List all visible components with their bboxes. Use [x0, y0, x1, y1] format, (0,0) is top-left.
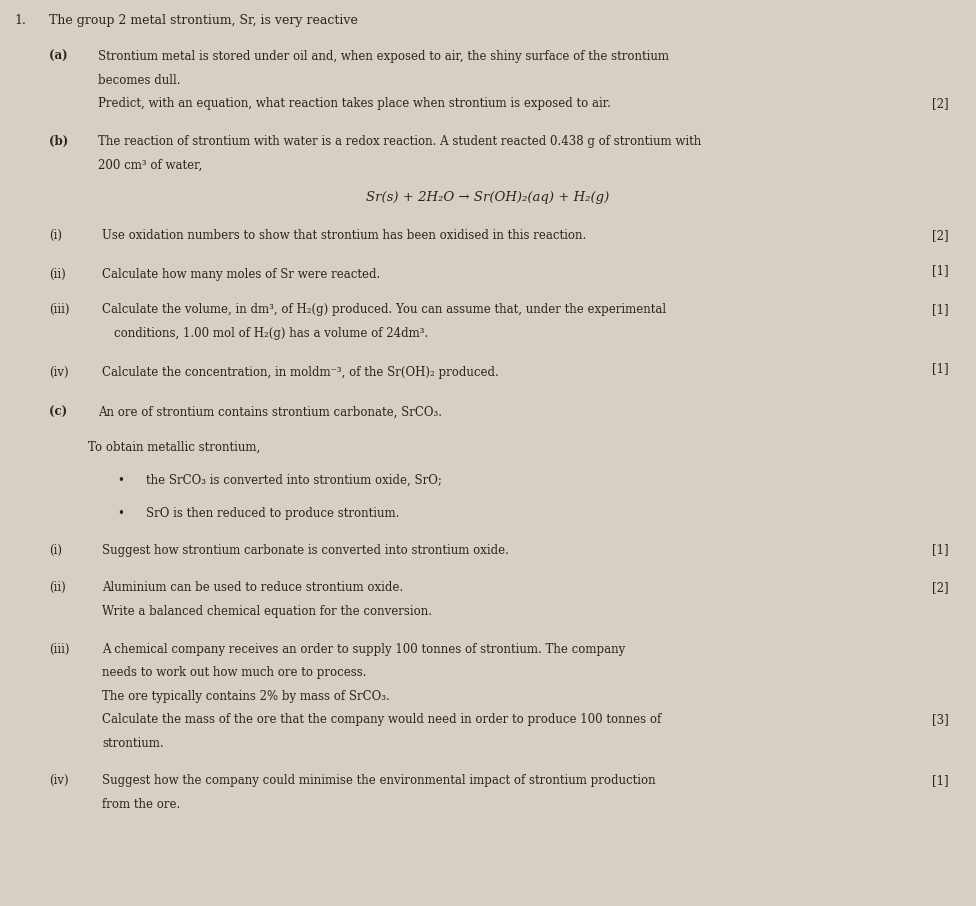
- Text: A chemical company receives an order to supply 100 tonnes of strontium. The comp: A chemical company receives an order to …: [102, 642, 626, 656]
- Text: strontium.: strontium.: [102, 737, 164, 750]
- Text: Write a balanced chemical equation for the conversion.: Write a balanced chemical equation for t…: [102, 605, 432, 618]
- Text: •: •: [117, 474, 124, 487]
- Text: [2]: [2]: [932, 229, 949, 242]
- Text: [1]: [1]: [932, 544, 949, 556]
- Text: Aluminium can be used to reduce strontium oxide.: Aluminium can be used to reduce strontiu…: [102, 582, 404, 594]
- Text: [2]: [2]: [932, 97, 949, 111]
- Text: [1]: [1]: [932, 265, 949, 277]
- Text: •: •: [117, 507, 124, 520]
- Text: 1.: 1.: [15, 14, 26, 26]
- Text: SrO is then reduced to produce strontium.: SrO is then reduced to produce strontium…: [146, 507, 400, 520]
- Text: [1]: [1]: [932, 775, 949, 787]
- Text: (iv): (iv): [49, 775, 68, 787]
- Text: (i): (i): [49, 229, 61, 242]
- Text: [1]: [1]: [932, 362, 949, 375]
- Text: Calculate the mass of the ore that the company would need in order to produce 10: Calculate the mass of the ore that the c…: [102, 713, 662, 727]
- Text: the SrCO₃ is converted into strontium oxide, SrO;: the SrCO₃ is converted into strontium ox…: [146, 474, 442, 487]
- Text: (iii): (iii): [49, 642, 69, 656]
- Text: from the ore.: from the ore.: [102, 798, 181, 811]
- Text: To obtain metallic strontium,: To obtain metallic strontium,: [88, 441, 260, 454]
- Text: [3]: [3]: [932, 713, 949, 727]
- Text: [1]: [1]: [932, 304, 949, 316]
- Text: Use oxidation numbers to show that strontium has been oxidised in this reaction.: Use oxidation numbers to show that stron…: [102, 229, 587, 242]
- Text: (c): (c): [49, 406, 71, 419]
- Text: (ii): (ii): [49, 582, 65, 594]
- Text: (iv): (iv): [49, 366, 68, 379]
- Text: Calculate how many moles of Sr were reacted.: Calculate how many moles of Sr were reac…: [102, 268, 381, 281]
- Text: 200 cm³ of water,: 200 cm³ of water,: [98, 159, 202, 171]
- Text: Calculate the volume, in dm³, of H₂(g) produced. You can assume that, under the : Calculate the volume, in dm³, of H₂(g) p…: [102, 304, 667, 316]
- Text: The reaction of strontium with water is a redox reaction. A student reacted 0.43: The reaction of strontium with water is …: [98, 135, 701, 148]
- Text: (b): (b): [49, 135, 72, 148]
- Text: Strontium metal is stored under oil and, when exposed to air, the shiny surface : Strontium metal is stored under oil and,…: [98, 50, 669, 63]
- Text: An ore of strontium contains strontium carbonate, SrCO₃.: An ore of strontium contains strontium c…: [98, 406, 441, 419]
- Text: (i): (i): [49, 544, 61, 556]
- Text: (iii): (iii): [49, 304, 69, 316]
- Text: Sr(s) + 2H₂O → Sr(OH)₂(aq) + H₂(g): Sr(s) + 2H₂O → Sr(OH)₂(aq) + H₂(g): [366, 191, 610, 205]
- Text: The group 2 metal strontium, Sr, is very reactive: The group 2 metal strontium, Sr, is very…: [49, 14, 357, 26]
- Text: (ii): (ii): [49, 268, 65, 281]
- Text: [2]: [2]: [932, 582, 949, 594]
- Text: conditions, 1.00 mol of H₂(g) has a volume of 24dm³.: conditions, 1.00 mol of H₂(g) has a volu…: [114, 327, 428, 340]
- Text: Suggest how the company could minimise the environmental impact of strontium pro: Suggest how the company could minimise t…: [102, 775, 656, 787]
- Text: Calculate the concentration, in moldm⁻³, of the Sr(OH)₂ produced.: Calculate the concentration, in moldm⁻³,…: [102, 366, 500, 379]
- Text: The ore typically contains 2% by mass of SrCO₃.: The ore typically contains 2% by mass of…: [102, 689, 390, 703]
- Text: Predict, with an equation, what reaction takes place when strontium is exposed t: Predict, with an equation, what reaction…: [98, 97, 610, 111]
- Text: needs to work out how much ore to process.: needs to work out how much ore to proces…: [102, 666, 367, 680]
- Text: Suggest how strontium carbonate is converted into strontium oxide.: Suggest how strontium carbonate is conve…: [102, 544, 509, 556]
- Text: becomes dull.: becomes dull.: [98, 73, 181, 87]
- Text: (a): (a): [49, 50, 71, 63]
